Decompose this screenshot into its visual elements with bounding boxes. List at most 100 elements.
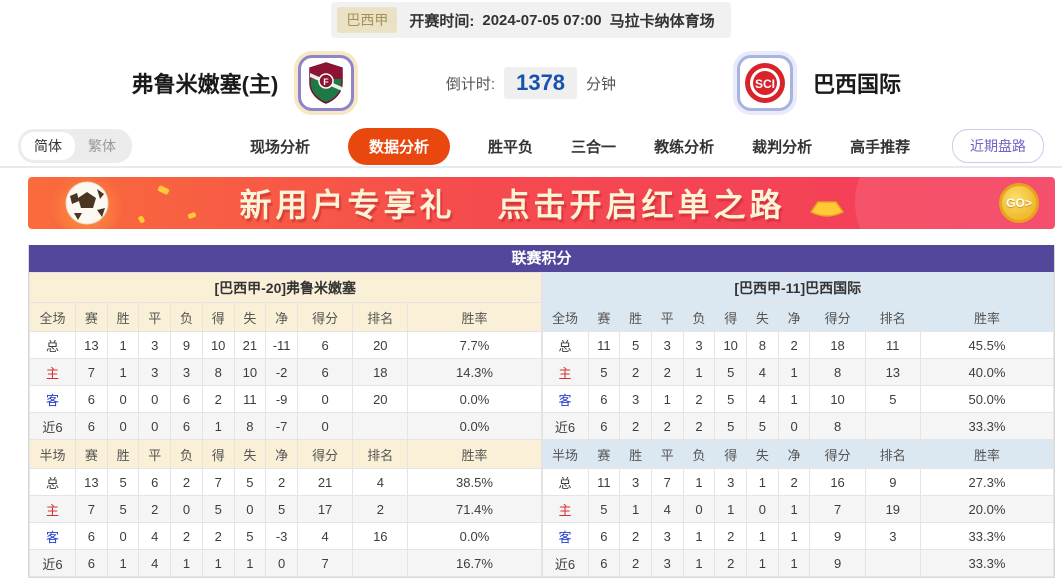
stat-cell: -9 (265, 385, 298, 413)
stat-cell: 1 (650, 385, 684, 413)
column-header: 平 (138, 439, 172, 469)
table-row: 客 6 0 4 2 2 5 -3 4 16 0.0% (28, 522, 542, 550)
stat-cell: 2 (650, 412, 684, 440)
stat-cell: 0 (233, 495, 267, 523)
column-header: 胜 (106, 302, 140, 332)
row-label: 主 (541, 358, 589, 386)
stat-cell: 0 (106, 522, 140, 550)
stat-cell: 10 (201, 331, 235, 359)
lang-traditional[interactable]: 繁体 (88, 138, 116, 154)
analysis-tabs: 现场分析 数据分析 胜平负 三合一 教练分析 裁判分析 高手推荐 (250, 127, 911, 165)
stat-cell: 5 (714, 358, 748, 386)
column-header: 得 (714, 302, 748, 332)
stat-cell: 4 (352, 468, 409, 496)
stat-cell: 21 (296, 468, 354, 496)
stat-cell: 5 (106, 468, 140, 496)
tab-expert-picks[interactable]: 高手推荐 (850, 138, 911, 156)
stat-cell: 20 (352, 331, 409, 359)
row-label: 近6 (541, 549, 589, 577)
table-row: 总 11 5 3 3 10 8 2 18 11 45.5% (541, 331, 1055, 359)
stat-cell (352, 549, 409, 577)
column-header: 得分 (296, 439, 354, 469)
match-info-bar: 巴西甲 开赛时间: 2024-07-05 07:00 马拉卡纳体育场 (0, 0, 1062, 40)
row-label: 近6 (28, 549, 77, 577)
tab-referee-analysis[interactable]: 裁判分析 (752, 138, 813, 156)
stat-cell: 1 (777, 522, 811, 550)
column-header: 全场 (541, 302, 589, 332)
column-header: 赛 (75, 302, 108, 332)
stat-cell: 16 (809, 468, 866, 496)
countdown-value: 1378 (504, 67, 578, 99)
column-header: 净 (265, 439, 298, 469)
tab-coach-analysis[interactable]: 教练分析 (654, 138, 715, 156)
stat-cell: 40.0% (919, 358, 1055, 386)
tab-three-in-one[interactable]: 三合一 (571, 138, 617, 156)
language-toggle[interactable]: 简体 繁体 (18, 129, 132, 163)
table-row: 近6 6 0 0 6 1 8 -7 0 0.0% (28, 412, 542, 440)
svg-text:SCI: SCI (755, 77, 775, 91)
stat-cell: 5 (587, 495, 621, 523)
stat-cell: 0 (746, 495, 779, 523)
stat-cell: 27.3% (919, 468, 1055, 496)
stat-cell: 5 (587, 358, 621, 386)
stat-cell: 8 (201, 358, 235, 386)
stat-cell: 7 (75, 358, 108, 386)
stat-cell: 1 (682, 358, 716, 386)
stat-cell: 5 (864, 385, 921, 413)
home-standings-table: [巴西甲-20]弗鲁米嫩塞 全场赛胜平负得失净得分 排名 胜率总 13 1 3 9 10 21 -1… (28, 272, 542, 577)
stat-cell: 5 (619, 331, 652, 359)
stat-cell: 2 (170, 522, 203, 550)
home-team-name: 弗鲁米嫩塞(主) (131, 72, 279, 97)
stat-cell: 3 (682, 331, 716, 359)
column-header: 赛 (587, 302, 621, 332)
column-header: 失 (746, 439, 779, 469)
row-label: 总 (541, 468, 589, 496)
home-table: [巴西甲-20]弗鲁米嫩塞 全场赛胜平负得失净得分 排名 胜率总 13 1 3 9 10 21 -1… (28, 272, 542, 577)
row-label: 近6 (541, 412, 589, 440)
banner-text: 新用户专享礼 点击开启红单之路 (239, 180, 844, 226)
table-row: 主 7 1 3 3 8 10 -2 6 18 14.3% (28, 358, 542, 386)
stat-cell: 2 (619, 358, 652, 386)
stat-cell: 0 (777, 412, 811, 440)
column-header: 失 (746, 302, 779, 332)
stat-cell: 2 (201, 385, 235, 413)
tab-live-analysis[interactable]: 现场分析 (250, 138, 311, 156)
stat-cell: 0 (138, 412, 172, 440)
stat-cell: 14.3% (407, 358, 542, 386)
table-row: 近6 6 1 4 1 1 1 0 7 16.7% (28, 549, 542, 577)
stat-cell: 0 (296, 385, 354, 413)
promo-banner[interactable]: 新用户专享礼 点击开启红单之路 GO> (28, 177, 1055, 229)
team-table-header: [巴西甲-11]巴西国际 (541, 272, 1054, 303)
stat-cell: 20 (352, 385, 409, 413)
stat-cell: 2 (265, 468, 298, 496)
stat-cell: 6 (587, 549, 621, 577)
column-header: 得 (201, 439, 235, 469)
tab-win-draw-loss[interactable]: 胜平负 (488, 138, 534, 156)
column-header: 负 (682, 302, 716, 332)
stat-cell: 1 (682, 549, 716, 577)
lang-simplified[interactable]: 简体 (21, 132, 75, 160)
stat-cell: 0 (106, 412, 140, 440)
go-coin-icon[interactable]: GO> (999, 183, 1039, 223)
league-badge: 巴西甲 (337, 7, 398, 33)
stat-cell: 7 (201, 468, 235, 496)
stat-cell: 8 (746, 331, 779, 359)
recent-odds-button[interactable]: 近期盘路 (952, 129, 1044, 163)
stat-cell: -2 (265, 358, 298, 386)
stat-cell: 1 (682, 468, 716, 496)
stat-cell: 9 (809, 549, 866, 577)
stat-cell: 6 (75, 549, 108, 577)
away-table: [巴西甲-11]巴西国际 全场赛胜平负得失净得分 排名 胜率总 11 5 3 3 10 8 2 18 1… (541, 272, 1055, 577)
column-header: 净 (265, 302, 298, 332)
tab-data-analysis[interactable]: 数据分析 (348, 127, 451, 165)
stat-cell: 1 (746, 549, 779, 577)
stat-cell: 2 (352, 495, 409, 523)
stat-cell: 38.5% (407, 468, 542, 496)
table-row: 主 5 2 2 1 5 4 1 8 13 40.0% (541, 358, 1055, 386)
column-header: 平 (650, 302, 684, 332)
stat-cell: 3 (650, 549, 684, 577)
stat-cell: 18 (352, 358, 409, 386)
stat-cell: 13 (75, 331, 108, 359)
stat-cell: 5 (746, 412, 779, 440)
column-header: 胜率 (407, 302, 542, 332)
